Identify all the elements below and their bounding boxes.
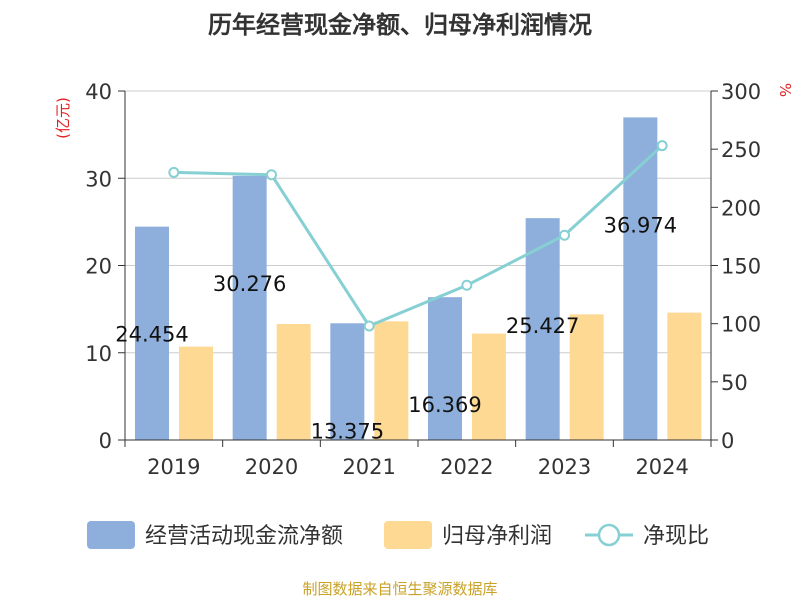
ratio-point xyxy=(363,320,375,332)
legend-label-net-profit: 归母净利润 xyxy=(442,524,552,549)
bar-net-profit xyxy=(179,346,213,440)
right-tick-label: 100 xyxy=(721,313,761,337)
left-tick-label: 30 xyxy=(85,167,112,191)
right-tick-label: 200 xyxy=(721,196,761,220)
ratio-point xyxy=(168,166,180,178)
data-label-cash-flow: 24.454 xyxy=(115,323,188,347)
x-tick-label: 2023 xyxy=(538,455,591,479)
bar-cash-flow xyxy=(623,117,658,440)
bar-net-profit xyxy=(374,321,409,440)
bar-cash-flow xyxy=(428,297,462,440)
bar-net-profit xyxy=(472,333,506,440)
data-label-cash-flow: 30.276 xyxy=(213,272,286,296)
legend-swatch-net-profit xyxy=(384,521,432,549)
bar-cash-flow xyxy=(232,175,267,440)
data-label-cash-flow: 16.369 xyxy=(408,393,481,417)
x-tick-label: 2024 xyxy=(635,455,688,479)
right-tick-label: 300 xyxy=(721,80,761,104)
ratio-point xyxy=(266,169,277,181)
ratio-point xyxy=(559,229,570,241)
right-axis-unit: % xyxy=(776,83,794,97)
source-note: 制图数据来自恒生聚源数据库 xyxy=(302,580,497,598)
left-tick-label: 0 xyxy=(99,429,112,453)
x-tick-label: 2021 xyxy=(342,455,395,479)
legend-label-cash-flow: 经营活动现金流净额 xyxy=(145,524,343,549)
x-tick-label: 2020 xyxy=(245,455,298,479)
left-tick-label: 10 xyxy=(85,342,112,366)
legend-marker-ratio xyxy=(597,523,621,547)
right-tick-label: 0 xyxy=(721,429,734,453)
left-tick-label: 40 xyxy=(85,80,112,104)
legend-swatch-cash-flow xyxy=(87,521,135,549)
ratio-line xyxy=(173,144,664,328)
right-tick-label: 250 xyxy=(721,138,761,162)
data-label-cash-flow: 13.375 xyxy=(311,419,384,443)
legend-label-ratio: 净现比 xyxy=(643,524,709,549)
chart-title: 历年经营现金净额、归母净利润情况 xyxy=(208,11,592,39)
bar-net-profit xyxy=(569,314,604,440)
right-tick-label: 50 xyxy=(721,371,748,395)
bar-cash-flow xyxy=(135,226,169,440)
data-label-cash-flow: 36.974 xyxy=(604,213,677,237)
bar-net-profit xyxy=(667,312,702,440)
ratio-point xyxy=(656,140,668,152)
x-tick-label: 2019 xyxy=(147,455,200,479)
bar-cash-flow xyxy=(330,323,365,440)
legend: 经营活动现金流净额 归母净利润 净现比 xyxy=(87,521,709,549)
bar-net-profit xyxy=(276,323,311,440)
left-tick-label: 20 xyxy=(85,255,112,279)
left-axis-unit: (亿元) xyxy=(54,97,72,139)
data-label-cash-flow: 25.427 xyxy=(506,314,579,338)
right-tick-label: 150 xyxy=(721,255,761,279)
x-tick-label: 2022 xyxy=(440,455,493,479)
bar-cash-flow xyxy=(525,218,560,440)
ratio-point xyxy=(461,279,473,291)
